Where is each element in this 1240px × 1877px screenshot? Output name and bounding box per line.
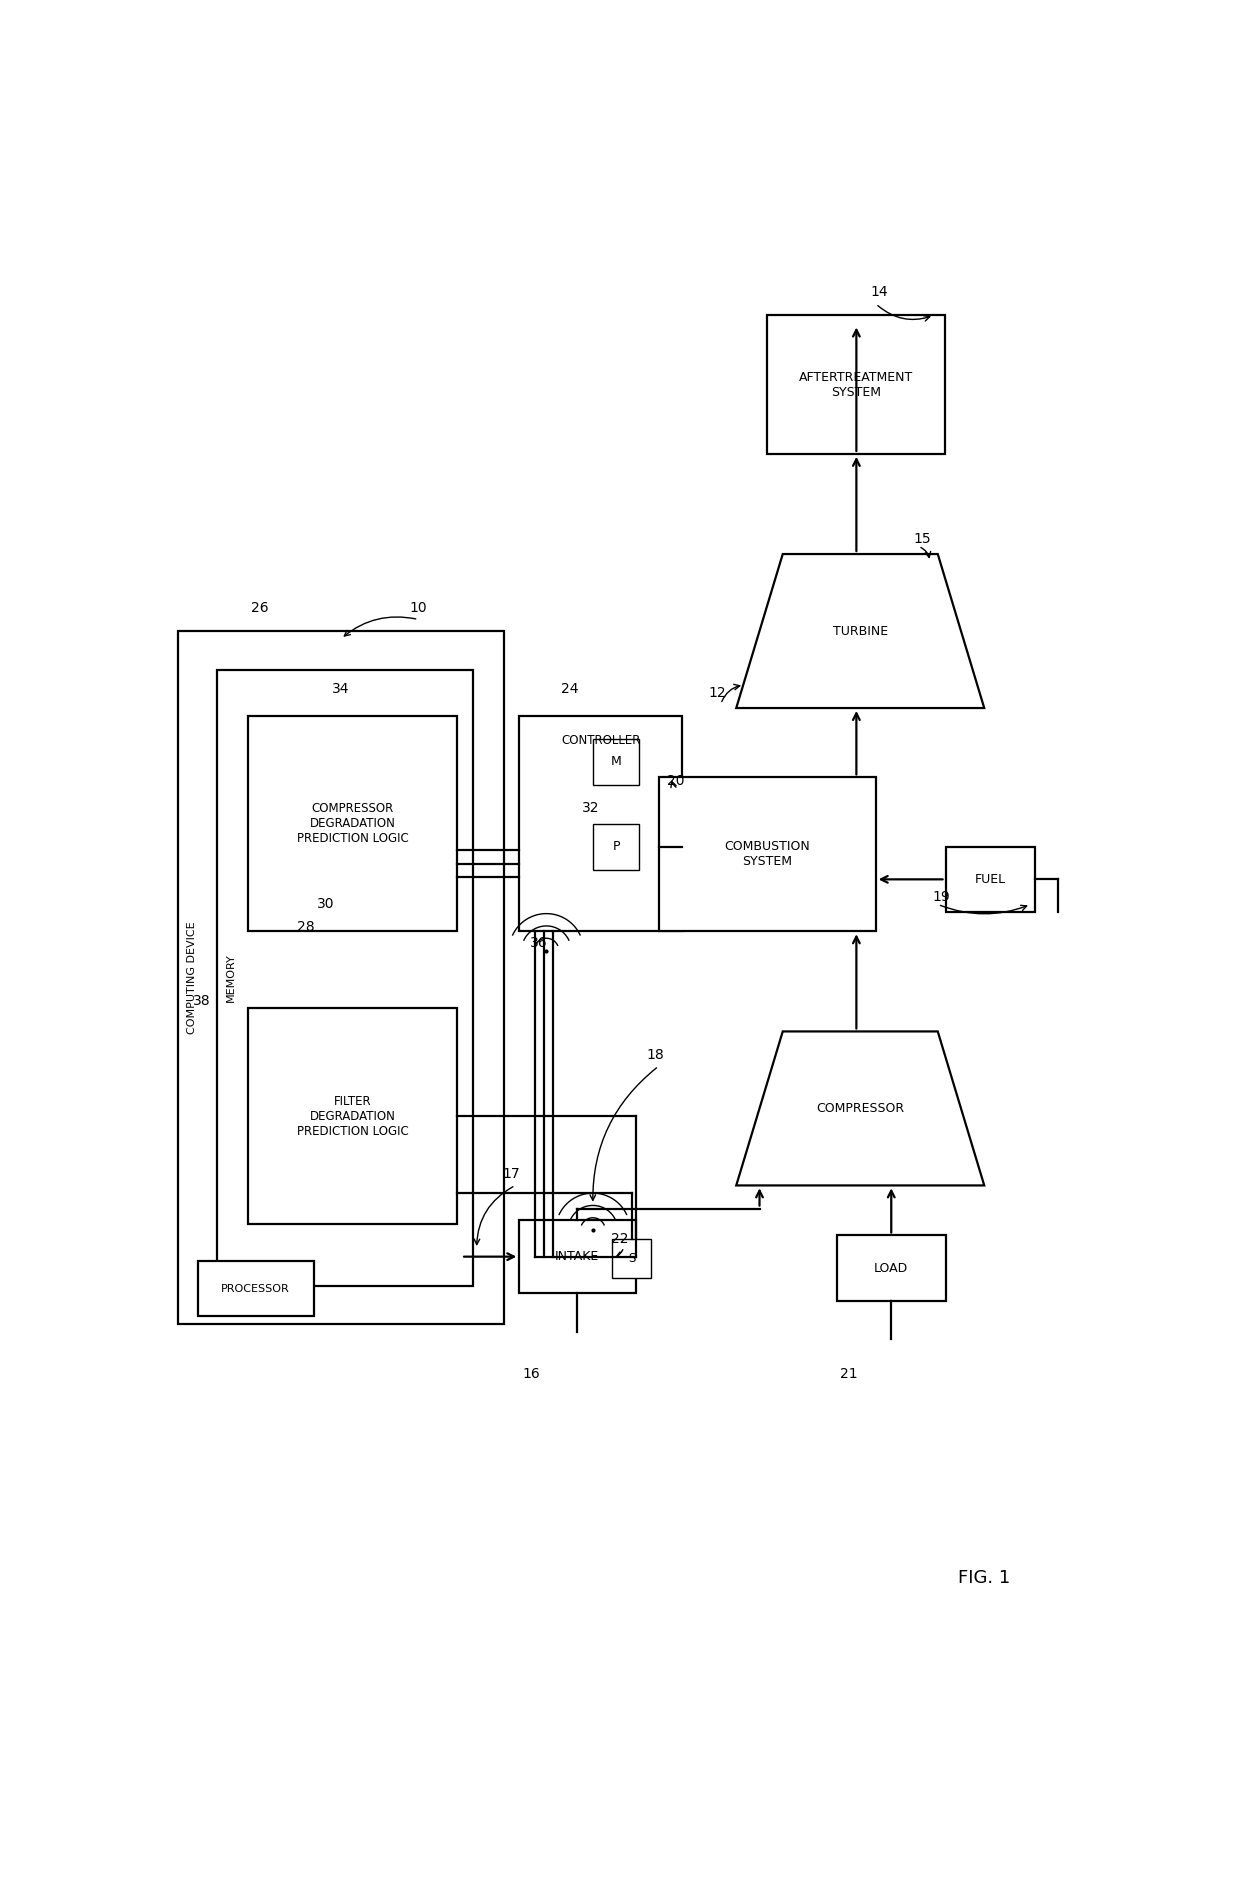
- Text: COMPRESSOR: COMPRESSOR: [816, 1102, 904, 1115]
- Text: 14: 14: [870, 285, 888, 298]
- Bar: [837, 1235, 945, 1301]
- Bar: [520, 1220, 635, 1293]
- Text: 22: 22: [611, 1233, 629, 1246]
- Text: 15: 15: [914, 531, 931, 546]
- Bar: [179, 631, 503, 1323]
- Text: 16: 16: [522, 1366, 539, 1381]
- Text: 19: 19: [932, 890, 951, 903]
- Text: LOAD: LOAD: [874, 1261, 909, 1274]
- Bar: [197, 1261, 314, 1316]
- Text: 17: 17: [502, 1167, 521, 1181]
- Text: M: M: [611, 755, 621, 768]
- Text: 21: 21: [839, 1366, 857, 1381]
- Bar: [520, 715, 682, 931]
- Text: 34: 34: [332, 681, 350, 696]
- Bar: [945, 847, 1034, 912]
- Text: 24: 24: [560, 681, 578, 696]
- Bar: [593, 824, 640, 869]
- Bar: [613, 1239, 651, 1278]
- Text: 36: 36: [529, 937, 547, 950]
- Text: TURBINE: TURBINE: [833, 625, 888, 638]
- Text: CONTROLLER: CONTROLLER: [560, 734, 640, 747]
- Text: INTAKE: INTAKE: [556, 1250, 599, 1263]
- Bar: [768, 315, 945, 454]
- Text: S: S: [627, 1252, 635, 1265]
- Text: 26: 26: [250, 601, 268, 616]
- Text: FILTER
DEGRADATION
PREDICTION LOGIC: FILTER DEGRADATION PREDICTION LOGIC: [296, 1094, 408, 1137]
- Text: AFTERTREATMENT
SYSTEM: AFTERTREATMENT SYSTEM: [800, 370, 914, 398]
- Polygon shape: [737, 1032, 985, 1186]
- Bar: [248, 1008, 458, 1224]
- Text: PROCESSOR: PROCESSOR: [222, 1284, 290, 1293]
- Bar: [658, 777, 875, 931]
- Bar: [593, 740, 640, 785]
- Text: COMPRESSOR
DEGRADATION
PREDICTION LOGIC: COMPRESSOR DEGRADATION PREDICTION LOGIC: [296, 801, 408, 845]
- Text: 28: 28: [298, 920, 315, 935]
- Bar: [248, 715, 458, 931]
- Text: 30: 30: [316, 897, 335, 912]
- Text: 20: 20: [667, 773, 684, 788]
- Text: 18: 18: [646, 1047, 663, 1062]
- Text: FIG. 1: FIG. 1: [959, 1569, 1011, 1588]
- Text: 32: 32: [582, 801, 599, 815]
- Text: 38: 38: [192, 993, 211, 1008]
- Bar: [217, 670, 472, 1286]
- Text: P: P: [613, 841, 620, 854]
- Text: COMBUSTION
SYSTEM: COMBUSTION SYSTEM: [724, 841, 810, 869]
- Text: 12: 12: [708, 685, 725, 700]
- Text: 10: 10: [409, 601, 428, 616]
- Text: FUEL: FUEL: [975, 873, 1006, 886]
- Polygon shape: [737, 554, 985, 708]
- Text: COMPUTING DEVICE: COMPUTING DEVICE: [187, 922, 197, 1034]
- Text: MEMORY: MEMORY: [226, 954, 236, 1002]
